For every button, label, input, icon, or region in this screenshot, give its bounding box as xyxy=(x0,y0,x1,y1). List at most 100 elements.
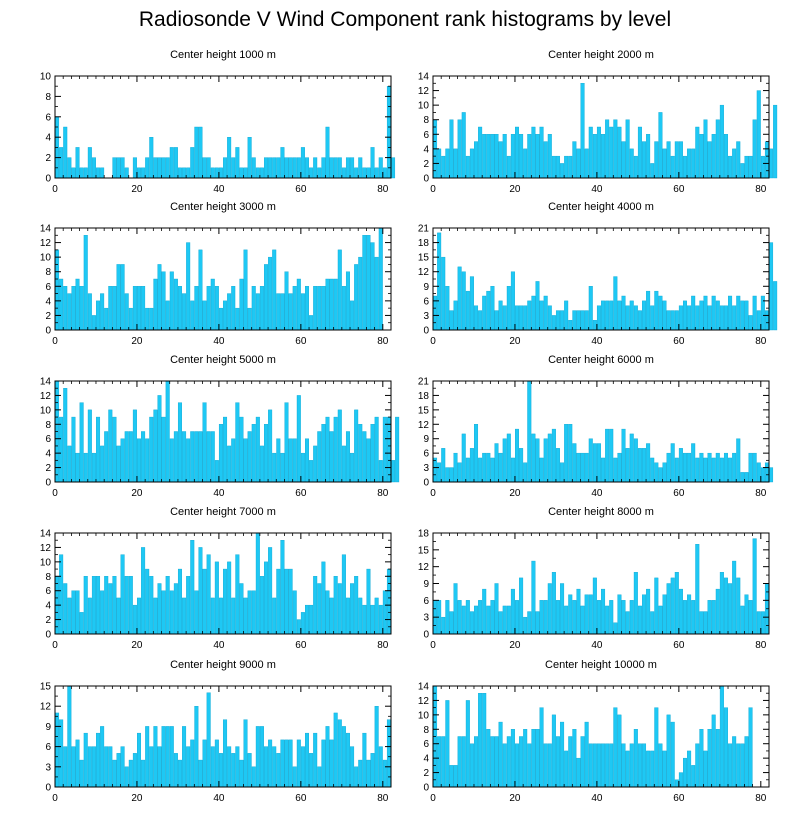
x-tick-label: 80 xyxy=(377,640,389,651)
histogram-bar xyxy=(300,293,305,331)
x-tick-label: 40 xyxy=(591,488,603,499)
histogram-bar xyxy=(55,249,60,331)
histogram-bar xyxy=(498,721,503,788)
histogram-bar xyxy=(354,576,359,635)
histogram-bar xyxy=(296,739,301,788)
histogram-bar xyxy=(465,700,470,788)
y-tick-label: 12 xyxy=(40,702,52,713)
histogram-bar xyxy=(300,452,305,483)
histogram-bar xyxy=(740,300,745,331)
histogram-bar xyxy=(354,167,359,179)
histogram-bar xyxy=(687,148,692,179)
histogram-bar xyxy=(100,726,105,788)
histogram-bar xyxy=(674,457,679,483)
histogram-bar xyxy=(276,157,281,179)
histogram-bar xyxy=(104,576,109,635)
histogram-bar xyxy=(296,395,301,483)
histogram-bar xyxy=(494,310,499,331)
histogram-bar xyxy=(214,167,219,179)
histogram-bar xyxy=(317,766,322,788)
histogram-bar xyxy=(96,416,101,483)
histogram-bar xyxy=(515,126,519,179)
histogram-bar xyxy=(116,753,121,788)
y-tick-label: 3 xyxy=(45,762,51,773)
histogram-bar xyxy=(382,167,387,179)
histogram-bar xyxy=(674,141,679,179)
histogram-bar xyxy=(288,438,293,483)
x-tick-label: 40 xyxy=(591,640,603,651)
histogram-bar xyxy=(683,452,687,483)
histogram-bar xyxy=(621,743,626,788)
histogram-bar xyxy=(625,305,630,331)
x-tick-label: 20 xyxy=(509,336,521,347)
histogram-bar xyxy=(313,445,318,483)
histogram-bar xyxy=(498,300,503,331)
panel-title: Center height 1000 m xyxy=(170,49,276,61)
histogram-bar xyxy=(354,264,359,331)
histogram-panel: Center height 6000 m 0 20 40 60 80 0 3 6 9 12 15 18 2… xyxy=(418,354,774,499)
histogram-bar xyxy=(728,743,733,788)
histogram-bar xyxy=(366,759,371,788)
histogram-bar xyxy=(584,594,589,635)
histogram-bar xyxy=(551,428,556,483)
histogram-bar xyxy=(674,779,679,788)
histogram-bar xyxy=(132,409,137,483)
x-tick-label: 0 xyxy=(52,488,58,499)
histogram-bar xyxy=(202,739,207,788)
histogram-bar xyxy=(621,428,626,483)
histogram-bar xyxy=(202,157,207,179)
histogram-bar xyxy=(478,600,483,635)
histogram-bar xyxy=(206,554,211,635)
histogram-bar xyxy=(378,746,383,788)
x-tick-label: 0 xyxy=(52,336,58,347)
histogram-bar xyxy=(621,141,626,179)
histogram-bar xyxy=(386,416,391,483)
y-tick-label: 9 xyxy=(423,282,429,293)
histogram-bar xyxy=(218,753,223,788)
histogram-bar xyxy=(580,605,585,635)
y-tick-label: 3 xyxy=(423,311,429,322)
histogram-bar xyxy=(194,431,199,483)
y-tick-label: 21 xyxy=(418,377,430,388)
histogram-bar xyxy=(723,305,728,331)
histogram-bar xyxy=(83,167,88,179)
x-tick-label: 60 xyxy=(295,793,307,804)
histogram-bar xyxy=(654,577,659,635)
histogram-bar xyxy=(235,147,240,179)
histogram-bar xyxy=(650,611,655,635)
histogram-bar xyxy=(370,242,375,331)
histogram-bar xyxy=(535,134,540,179)
histogram-bar xyxy=(719,305,724,331)
histogram-bar xyxy=(259,726,264,788)
histogram-bar xyxy=(362,732,367,788)
histogram-bar xyxy=(386,568,391,635)
histogram-bar xyxy=(658,605,663,635)
histogram-bar xyxy=(210,746,215,788)
histogram-bar xyxy=(551,714,556,788)
histogram-bar xyxy=(317,286,322,331)
y-tick-label: 0 xyxy=(45,174,51,185)
histogram-bar xyxy=(63,583,68,635)
histogram-bar xyxy=(91,315,96,331)
panel-title: Center height 6000 m xyxy=(548,354,654,366)
histogram-bar xyxy=(457,119,462,179)
histogram-bar xyxy=(264,157,269,179)
histogram-bar xyxy=(740,743,745,788)
histogram-bar xyxy=(711,714,716,788)
histogram-bar xyxy=(650,163,655,179)
histogram-bar xyxy=(169,726,174,788)
histogram-bar xyxy=(366,438,371,483)
histogram-bar xyxy=(169,147,174,179)
histogram-bar xyxy=(576,310,581,331)
histogram-bar xyxy=(723,134,728,179)
y-tick-label: 18 xyxy=(418,238,430,249)
x-tick-label: 0 xyxy=(52,184,58,195)
histogram-bar xyxy=(695,743,700,788)
panel-title: Center height 8000 m xyxy=(548,506,654,518)
histogram-bar xyxy=(515,428,519,483)
histogram-bar xyxy=(728,155,733,179)
histogram-bar xyxy=(482,588,487,635)
histogram-bar xyxy=(358,424,363,483)
histogram-bar xyxy=(333,712,338,788)
histogram-bar xyxy=(617,452,622,483)
